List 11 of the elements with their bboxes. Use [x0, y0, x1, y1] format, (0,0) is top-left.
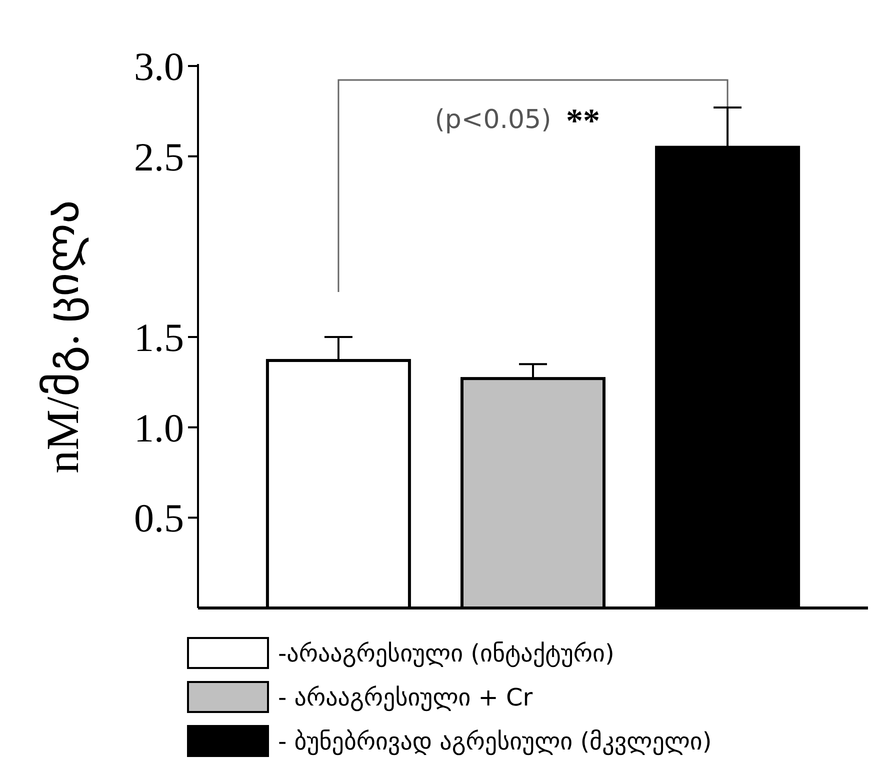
legend-label: -არააგრესიული (ინტაქტური) [278, 639, 614, 668]
legend-label: - ბუნებრივად აგრესიული (მკვლელი) [278, 727, 712, 756]
y-tick-label: 3.0 [134, 44, 184, 89]
y-tick-label: 1.0 [134, 405, 184, 450]
legend-label: - არააგრესიული + Cr [278, 683, 533, 712]
y-tick-label: 2.5 [134, 134, 184, 180]
y-axis-title: nM/მგ. ცილა [37, 200, 89, 474]
annotation: (p<0.05) [434, 105, 552, 135]
annotation: ** [566, 103, 600, 140]
y-tick-label: 1.5 [134, 315, 184, 360]
y-tick-label: 0.5 [134, 496, 184, 541]
